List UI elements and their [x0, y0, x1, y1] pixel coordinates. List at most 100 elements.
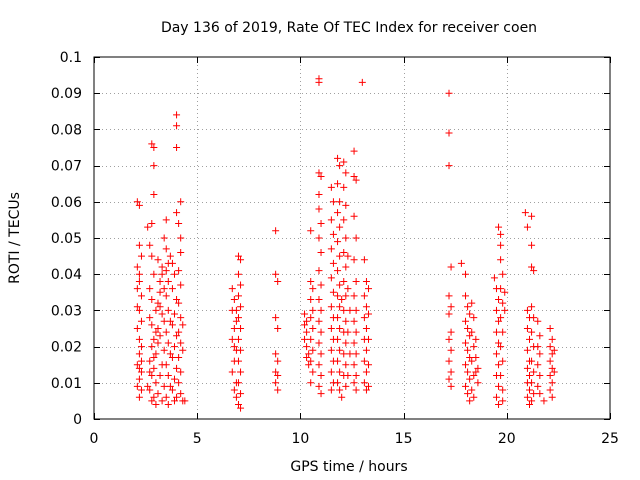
data-point [160, 234, 168, 242]
y-tick-label: 0.04 [51, 267, 82, 283]
data-point [148, 343, 156, 351]
data-point [350, 339, 358, 347]
data-point [307, 379, 315, 387]
data-point [350, 256, 358, 264]
data-point [342, 234, 350, 242]
data-point [148, 296, 156, 304]
data-point [303, 343, 311, 351]
x-tick-label: 10 [291, 431, 309, 447]
data-point [237, 303, 245, 311]
data-point [362, 368, 370, 376]
data-point [135, 277, 143, 285]
data-point [342, 339, 350, 347]
chart-title: Day 136 of 2019, Rate Of TEC Index for r… [161, 20, 537, 36]
data-point [150, 162, 158, 170]
data-point [307, 227, 315, 235]
data-point [301, 335, 309, 343]
data-point [234, 252, 242, 260]
data-point [497, 285, 505, 293]
data-point [362, 346, 370, 354]
data-point [166, 350, 174, 358]
data-point [135, 375, 143, 383]
data-point [317, 350, 325, 358]
data-point [497, 230, 505, 238]
data-point [133, 263, 141, 271]
data-point [232, 393, 240, 401]
data-point [344, 328, 352, 336]
data-point [317, 306, 325, 314]
data-point [495, 223, 503, 231]
data-point [501, 306, 509, 314]
data-point [177, 314, 185, 322]
data-point [234, 401, 242, 409]
data-point [490, 274, 498, 282]
data-point [334, 335, 342, 343]
data-point [170, 310, 178, 318]
data-point [342, 169, 350, 177]
data-point [146, 368, 154, 376]
y-tick-label: 0.1 [60, 50, 82, 66]
data-point [309, 285, 317, 293]
data-point [309, 368, 317, 376]
data-point [501, 288, 509, 296]
data-point [329, 198, 337, 206]
data-point [315, 382, 323, 390]
data-point [166, 317, 174, 325]
data-point [303, 317, 311, 325]
y-tick-label: 0.06 [51, 195, 82, 211]
data-point [135, 201, 143, 209]
data-point [327, 183, 335, 191]
x-tick-label: 0 [90, 431, 99, 447]
data-point [317, 328, 325, 336]
data-point [336, 386, 344, 394]
y-tick-label: 0.07 [51, 159, 82, 175]
data-point [526, 401, 534, 409]
data-point [237, 325, 245, 332]
data-point [160, 317, 168, 325]
data-point [499, 270, 507, 278]
data-point [466, 310, 474, 318]
data-point [175, 353, 183, 361]
data-point [158, 263, 166, 271]
data-point [272, 314, 280, 322]
data-point [228, 368, 236, 376]
data-point [528, 328, 536, 336]
data-point [237, 404, 245, 412]
data-point [274, 325, 282, 332]
data-point [445, 129, 453, 137]
data-point [338, 393, 346, 401]
data-point [528, 263, 536, 271]
data-point [156, 277, 164, 285]
data-point [468, 299, 476, 307]
data-point [495, 401, 503, 409]
data-point [317, 248, 325, 256]
data-point [344, 252, 352, 260]
data-point [150, 364, 158, 372]
data-point [177, 390, 185, 398]
data-point [272, 379, 280, 387]
data-point [234, 357, 242, 365]
data-point [144, 382, 152, 390]
data-point [307, 277, 315, 285]
data-point [160, 382, 168, 390]
x-axis-title: GPS time / hours [290, 459, 407, 475]
x-tick-label: 15 [395, 431, 413, 447]
data-point [462, 270, 470, 278]
data-point [234, 292, 242, 300]
data-point [530, 267, 538, 275]
data-point [164, 306, 172, 314]
data-point [237, 281, 245, 289]
data-point [154, 256, 162, 264]
data-point [315, 78, 323, 86]
data-point [340, 248, 348, 256]
data-point [340, 277, 348, 285]
data-point [234, 270, 242, 278]
data-point [464, 390, 472, 398]
data-point [237, 256, 245, 264]
data-point [175, 220, 183, 228]
data-point [546, 325, 554, 332]
data-point [536, 332, 544, 340]
data-point [158, 397, 166, 405]
y-tick-label: 0.01 [51, 376, 82, 392]
data-point [468, 386, 476, 394]
